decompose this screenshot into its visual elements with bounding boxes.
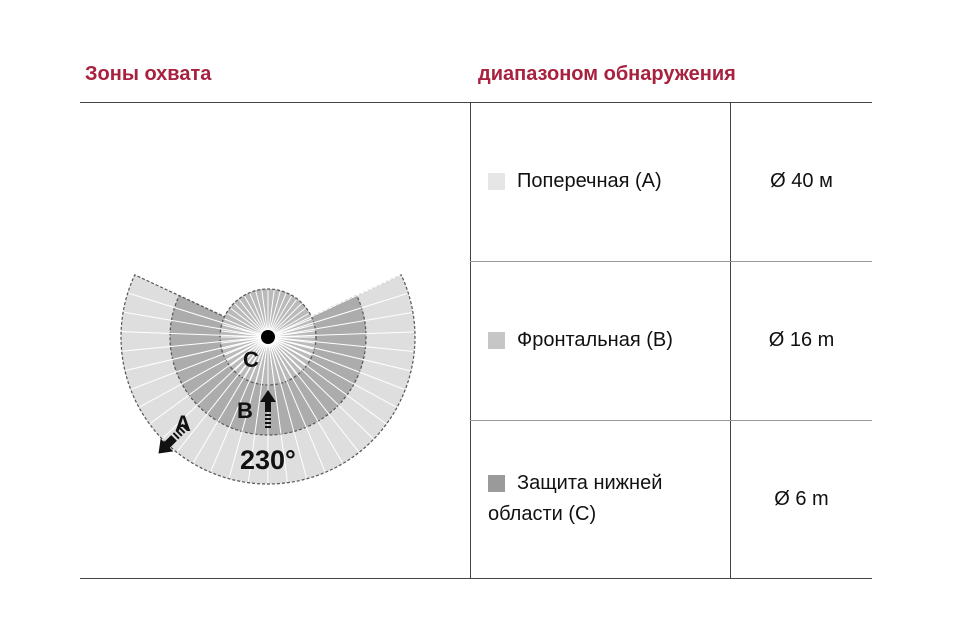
detection-ray (227, 336, 269, 361)
zone-c-name-line2: области (C) (488, 503, 597, 525)
detection-ray (227, 313, 269, 338)
arrow-tail-stripe (265, 426, 271, 428)
detection-ray (267, 336, 411, 372)
detection-ray (267, 336, 306, 367)
detection-ray (267, 291, 281, 338)
arrow-tail-stripe (265, 418, 271, 420)
zone-a-swatch (488, 173, 505, 190)
detection-ray (224, 336, 269, 356)
detection-ray (267, 296, 292, 338)
detection-ray (267, 307, 306, 338)
detection-ray (238, 336, 269, 375)
zone-a-name: Поперечная (A) (517, 170, 662, 192)
detection-ray (249, 293, 269, 338)
column-divider (470, 102, 471, 578)
detection-ray (222, 336, 269, 350)
detection-ray (267, 336, 397, 408)
table-bottom-border (80, 578, 872, 579)
detection-ray (267, 324, 314, 338)
detection-ray (139, 336, 269, 408)
detection-ray (124, 311, 269, 338)
detection-ray (255, 291, 269, 338)
detection-ray (267, 312, 413, 338)
detection-ray (234, 303, 269, 338)
detection-ray (244, 336, 269, 378)
detection-ray (267, 313, 309, 338)
detection-ray (267, 299, 298, 338)
detection-ray (267, 336, 309, 361)
zone-c-name-line1: Защита нижней (517, 472, 663, 494)
detection-ray (267, 336, 281, 383)
detection-range-heading: диапазоном обнаружения (478, 63, 736, 85)
detection-ray (267, 336, 302, 371)
detection-ray (249, 336, 269, 381)
table-row-c-label: Защита нижней области (C) (488, 420, 662, 578)
zone-b-swatch (488, 332, 505, 349)
detection-ray (230, 336, 269, 367)
zone-b-name: Фронтальная (B) (517, 329, 673, 351)
arrow-tail-stripe (265, 414, 271, 416)
detection-ray (221, 336, 269, 344)
zone-a-value: Ø 40 м (770, 170, 833, 192)
detection-ray (267, 303, 302, 338)
detection-ray (267, 336, 275, 384)
detection-ray (267, 336, 298, 375)
detection-ray (267, 274, 401, 338)
table-row-b-label: Фронтальная (B) (488, 261, 673, 420)
label-c: C (243, 347, 259, 372)
detection-ray (230, 307, 269, 338)
detection-ray (261, 336, 269, 384)
arrow-tail-stripe (265, 422, 271, 424)
detection-ray (122, 336, 269, 352)
detection-ray (221, 330, 269, 338)
arrow-up-icon (260, 390, 276, 412)
detection-ray (255, 336, 269, 383)
detection-ray (267, 336, 414, 352)
coverage-zones-heading: Зоны охвата (85, 63, 212, 85)
detection-ray (222, 324, 269, 338)
detection-ray (267, 336, 314, 350)
detection-ray (267, 293, 287, 338)
detection-ray (128, 292, 269, 338)
zone-c-value: Ø 6 m (774, 487, 829, 510)
zone-b-value: Ø 16 m (768, 329, 835, 351)
detection-ray (238, 299, 269, 338)
detection-ray (267, 336, 292, 378)
detection-ray (267, 336, 405, 390)
detection-ray (267, 336, 315, 344)
label-b: B (237, 398, 253, 423)
detection-ray (267, 331, 414, 338)
detection-ray (267, 336, 287, 381)
detection-ray (267, 318, 312, 338)
detection-ray (131, 336, 269, 390)
detection-ray (267, 336, 312, 356)
table-row-a-label: Поперечная (A) (488, 102, 662, 261)
detection-ray (267, 293, 408, 338)
detection-ray (261, 290, 269, 338)
column-divider (730, 102, 731, 578)
detection-ray (122, 331, 269, 338)
detection-ray (267, 330, 315, 338)
detection-ray (267, 290, 275, 338)
row-divider (470, 261, 872, 262)
arrow-down-right-icon (158, 423, 189, 454)
detection-ray (149, 336, 269, 424)
detection-ray (244, 296, 269, 338)
detection-ray (224, 318, 269, 338)
row-divider (470, 420, 872, 421)
table-top-border (80, 102, 872, 103)
detection-ray (234, 336, 269, 371)
angle-label: 230° (240, 445, 296, 475)
sensor-dot (261, 330, 275, 344)
zone-c-swatch (488, 475, 505, 492)
detection-ray (125, 336, 269, 371)
